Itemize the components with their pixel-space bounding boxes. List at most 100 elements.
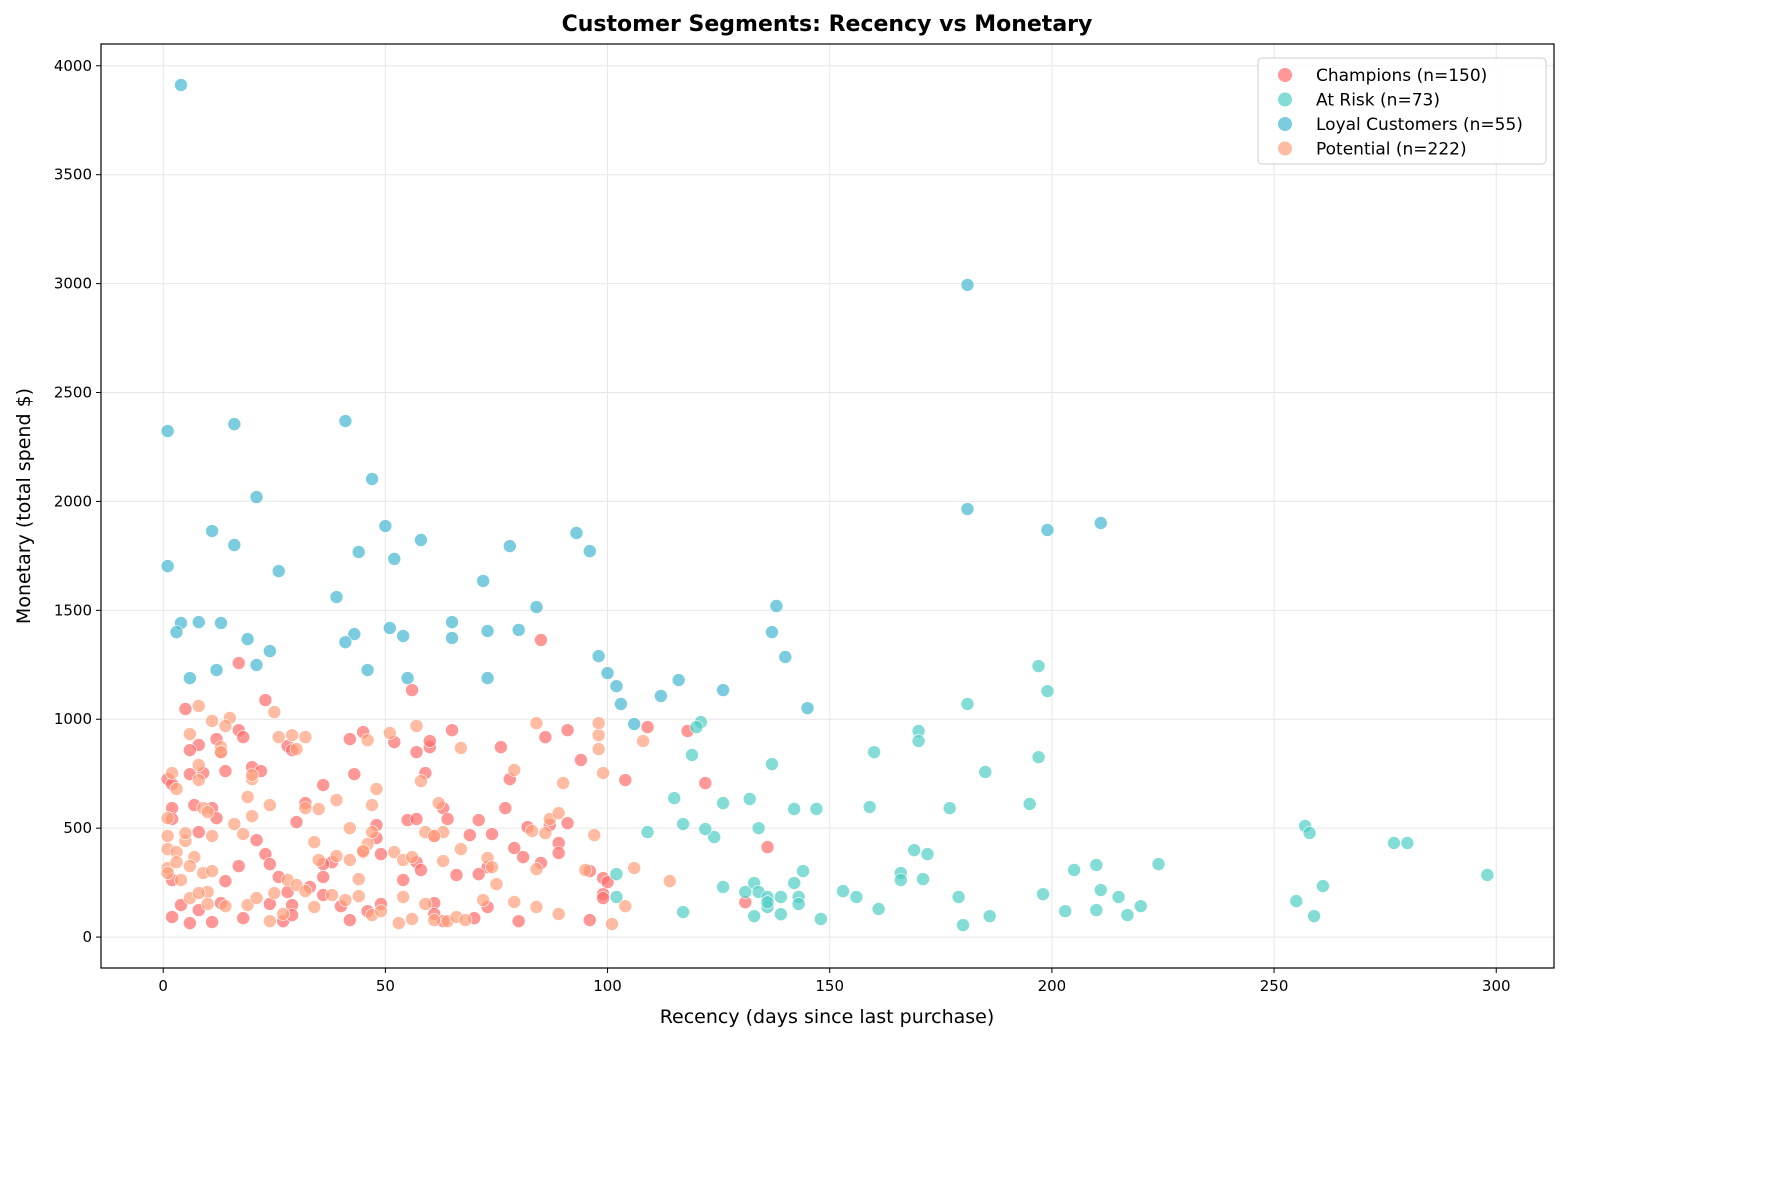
data-point: [747, 909, 761, 923]
y-tick-label: 3500: [54, 166, 92, 184]
data-point: [427, 913, 442, 927]
data-point: [405, 850, 419, 864]
data-point: [205, 915, 219, 929]
data-point: [791, 897, 806, 911]
y-axis-label: Monetary (total spend $): [13, 388, 35, 624]
data-point: [391, 916, 406, 930]
data-point: [471, 813, 486, 827]
data-point: [165, 766, 179, 780]
data-point: [778, 650, 793, 664]
data-point: [236, 911, 250, 925]
data-point: [329, 849, 344, 863]
data-point: [836, 884, 850, 898]
y-tick-label: 4000: [54, 57, 92, 75]
data-point: [800, 701, 815, 715]
data-point: [445, 615, 459, 629]
data-point: [218, 719, 233, 733]
data-point: [698, 822, 713, 836]
legend-label: Loyal Customers (n=55): [1316, 115, 1523, 135]
data-point: [671, 673, 686, 687]
data-point: [618, 899, 633, 913]
data-point: [351, 889, 366, 903]
data-point: [418, 897, 433, 911]
data-point: [449, 868, 464, 882]
data-point: [480, 624, 495, 638]
data-point: [871, 902, 886, 916]
data-point: [169, 625, 184, 639]
data-point: [343, 821, 357, 835]
data-point: [809, 802, 824, 816]
data-point: [796, 864, 810, 878]
data-point: [1120, 908, 1135, 922]
data-point: [414, 774, 428, 788]
data-point: [245, 809, 259, 823]
y-tick-label: 2000: [54, 492, 92, 510]
data-point: [454, 842, 468, 856]
data-point: [343, 913, 357, 927]
data-point: [445, 631, 459, 645]
data-point: [427, 829, 442, 843]
data-point: [409, 745, 424, 759]
data-point: [578, 863, 593, 877]
data-point: [960, 502, 975, 516]
data-point: [343, 853, 357, 867]
legend-marker: [1278, 141, 1292, 156]
data-point: [582, 544, 597, 558]
x-tick-label: 300: [1482, 977, 1511, 995]
data-point: [463, 828, 477, 842]
data-point: [956, 918, 970, 932]
data-point: [285, 728, 299, 742]
data-point: [614, 697, 628, 711]
data-point: [218, 764, 233, 778]
series-2: [160, 78, 1108, 731]
data-point: [960, 697, 975, 711]
data-point: [494, 740, 508, 754]
data-point: [263, 644, 277, 658]
y-tick-label: 500: [63, 819, 92, 837]
data-point: [298, 884, 313, 898]
data-point: [760, 895, 775, 910]
data-point: [236, 730, 250, 744]
data-point: [591, 728, 606, 742]
data-point: [271, 730, 286, 744]
data-point: [258, 693, 273, 707]
data-point: [609, 867, 624, 881]
legend-label: At Risk (n=73): [1316, 91, 1440, 111]
data-point: [307, 900, 322, 914]
axis-ticks: 0 50 100 150 200 250 3000500100015002000250030…: [54, 57, 1511, 995]
data-point: [160, 811, 175, 825]
y-tick-label: 0: [82, 928, 92, 946]
data-point: [516, 850, 530, 864]
legend: Champions (n=150) At Risk (n=73) Loyal Cus…: [1257, 57, 1547, 165]
data-point: [654, 689, 668, 703]
data-point: [640, 825, 655, 839]
data-point: [445, 723, 459, 737]
data-point: [191, 699, 206, 713]
data-point: [400, 671, 415, 685]
chart-title: Customer Segments: Recency vs Monetary: [562, 12, 1093, 37]
data-point: [591, 716, 606, 730]
data-point: [960, 278, 975, 292]
legend-box: [1257, 57, 1547, 165]
data-point: [1031, 750, 1046, 764]
data-point: [218, 874, 233, 888]
data-point: [627, 717, 642, 731]
data-point: [556, 776, 570, 790]
y-tick-label: 2500: [54, 384, 92, 402]
y-tick-label: 1500: [54, 601, 92, 619]
data-point: [383, 621, 397, 635]
data-point: [609, 890, 624, 904]
data-point: [1133, 899, 1148, 913]
data-point: [249, 891, 264, 905]
data-point: [249, 833, 264, 847]
data-point: [191, 758, 206, 772]
data-point: [227, 817, 242, 831]
data-point: [849, 890, 864, 904]
data-point: [311, 802, 326, 816]
data-point: [1093, 883, 1108, 897]
data-point: [596, 891, 610, 905]
data-point: [1036, 887, 1050, 901]
data-point: [338, 414, 353, 428]
data-point: [289, 742, 304, 756]
data-point: [698, 776, 713, 790]
